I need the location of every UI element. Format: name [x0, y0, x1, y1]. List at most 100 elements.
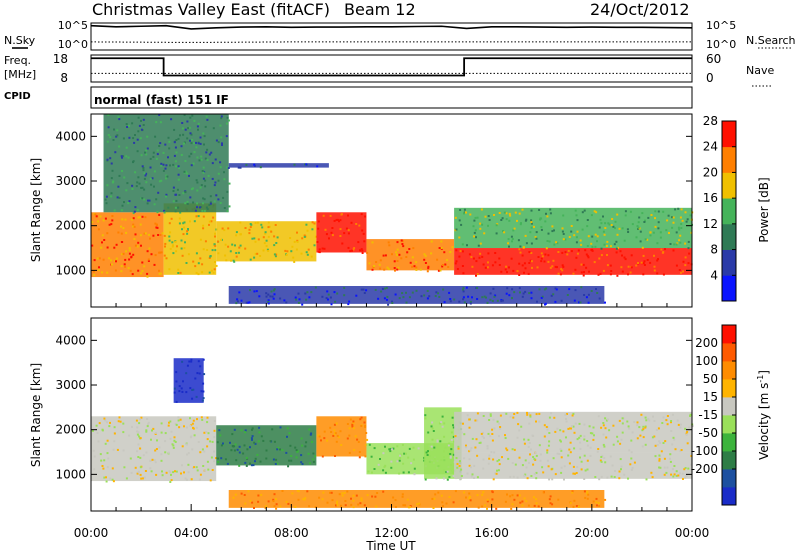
- heatmap-cell: [313, 244, 316, 247]
- heatmap-cell: [214, 244, 217, 247]
- heatmap-cell: [297, 292, 300, 295]
- heatmap-cell: [643, 221, 646, 223]
- heatmap-cell: [223, 178, 226, 181]
- heatmap-cell: [152, 234, 155, 237]
- heatmap-cell: [108, 425, 111, 428]
- heatmap-cell: [616, 274, 619, 277]
- heatmap-cell: [104, 198, 107, 201]
- heatmap-cell: [192, 162, 195, 165]
- heatmap-cell: [222, 442, 224, 445]
- heatmap-cell: [679, 423, 682, 426]
- heatmap-cell: [602, 443, 605, 446]
- heatmap-cell: [141, 197, 144, 200]
- heatmap-cell: [459, 477, 462, 480]
- heatmap-cell: [191, 389, 194, 391]
- heatmap-cell: [164, 245, 166, 248]
- heatmap-cell: [297, 490, 300, 493]
- heatmap-cell: [141, 186, 144, 189]
- heatmap-cell: [265, 295, 268, 298]
- heatmap-cell: [287, 502, 290, 505]
- time-axis-label: Time UT: [365, 539, 416, 553]
- heatmap-cell: [188, 360, 191, 363]
- heatmap-cell: [344, 500, 347, 502]
- heatmap-cell: [343, 491, 346, 494]
- heatmap-cell: [476, 298, 479, 300]
- heatmap-cell: [671, 226, 674, 229]
- heatmap-cell: [646, 238, 649, 241]
- heatmap-cell: [262, 439, 265, 442]
- heatmap-cell: [127, 202, 130, 205]
- heatmap-cell: [107, 457, 110, 460]
- heatmap-cell: [213, 450, 216, 453]
- heatmap-cell: [189, 139, 191, 142]
- heatmap-cell: [184, 241, 186, 244]
- heatmap-cell: [469, 213, 472, 216]
- heatmap-cell: [273, 505, 276, 508]
- heatmap-cell: [567, 249, 570, 252]
- heatmap-cell: [195, 179, 198, 182]
- heatmap-cell: [144, 470, 147, 472]
- y-tick-label-1: 1000: [55, 263, 86, 277]
- heatmap-cell: [548, 498, 551, 501]
- heatmap-cell: [233, 428, 236, 431]
- heatmap-cell: [100, 246, 103, 249]
- velocity-colorbar-label-main: Velocity [m s: [757, 383, 771, 460]
- heatmap-cell: [449, 453, 452, 455]
- heatmap-cell: [254, 460, 256, 463]
- heatmap-cell: [173, 154, 176, 157]
- heatmap-cell: [149, 467, 152, 470]
- heatmap-cell: [609, 273, 612, 276]
- heatmap-cell: [126, 126, 129, 128]
- heatmap-cell: [383, 297, 386, 300]
- heatmap-cell: [402, 462, 405, 465]
- heatmap-cell: [394, 269, 396, 272]
- heatmap-cell: [355, 294, 358, 297]
- heatmap-cell: [221, 227, 224, 230]
- heatmap-cell: [548, 432, 551, 434]
- heatmap-cell: [175, 423, 178, 426]
- heatmap-cell: [560, 449, 563, 452]
- heatmap-cell: [371, 471, 373, 474]
- heatmap-cell: [199, 238, 202, 241]
- heatmap-cell: [279, 426, 282, 429]
- heatmap-cell: [209, 255, 212, 258]
- heatmap-cell: [301, 237, 304, 240]
- heatmap-cell: [190, 152, 193, 155]
- heatmap-cell: [121, 204, 124, 207]
- heatmap-cell: [518, 287, 521, 290]
- heatmap-cell: [469, 449, 472, 452]
- heatmap-cell: [146, 147, 149, 150]
- heatmap-cell: [245, 464, 248, 467]
- heatmap-cell: [358, 456, 361, 459]
- heatmap-cell: [620, 465, 623, 468]
- heatmap-cell: [383, 465, 386, 468]
- heatmap-cell: [159, 234, 162, 236]
- heatmap-cell: [514, 463, 517, 466]
- heatmap-cell: [132, 212, 135, 215]
- heatmap-cell: [528, 251, 531, 253]
- heatmap-cell: [530, 291, 533, 294]
- heatmap-cell: [264, 506, 267, 509]
- heatmap-cell: [599, 218, 602, 221]
- heatmap-cell: [671, 413, 674, 416]
- heatmap-cell: [330, 431, 333, 433]
- heatmap-cell: [336, 502, 338, 504]
- heatmap-cell: [381, 287, 384, 290]
- heatmap-cell: [272, 297, 275, 300]
- heatmap-cell: [276, 448, 279, 451]
- heatmap-cell: [597, 502, 600, 504]
- heatmap-cell: [576, 438, 579, 441]
- heatmap-cell: [465, 444, 467, 447]
- heatmap-cell: [443, 469, 445, 472]
- heatmap-cell: [402, 245, 405, 248]
- heatmap-cell: [93, 455, 96, 458]
- heatmap-cell: [110, 195, 113, 198]
- heatmap-cell: [202, 358, 205, 361]
- heatmap-cell: [177, 268, 180, 271]
- heatmap-cell: [436, 439, 439, 442]
- heatmap-cell: [508, 294, 511, 297]
- heatmap-cell: [657, 210, 660, 213]
- heatmap-cell: [643, 260, 646, 263]
- heatmap-cell: [206, 118, 209, 121]
- heatmap-cell: [636, 437, 639, 440]
